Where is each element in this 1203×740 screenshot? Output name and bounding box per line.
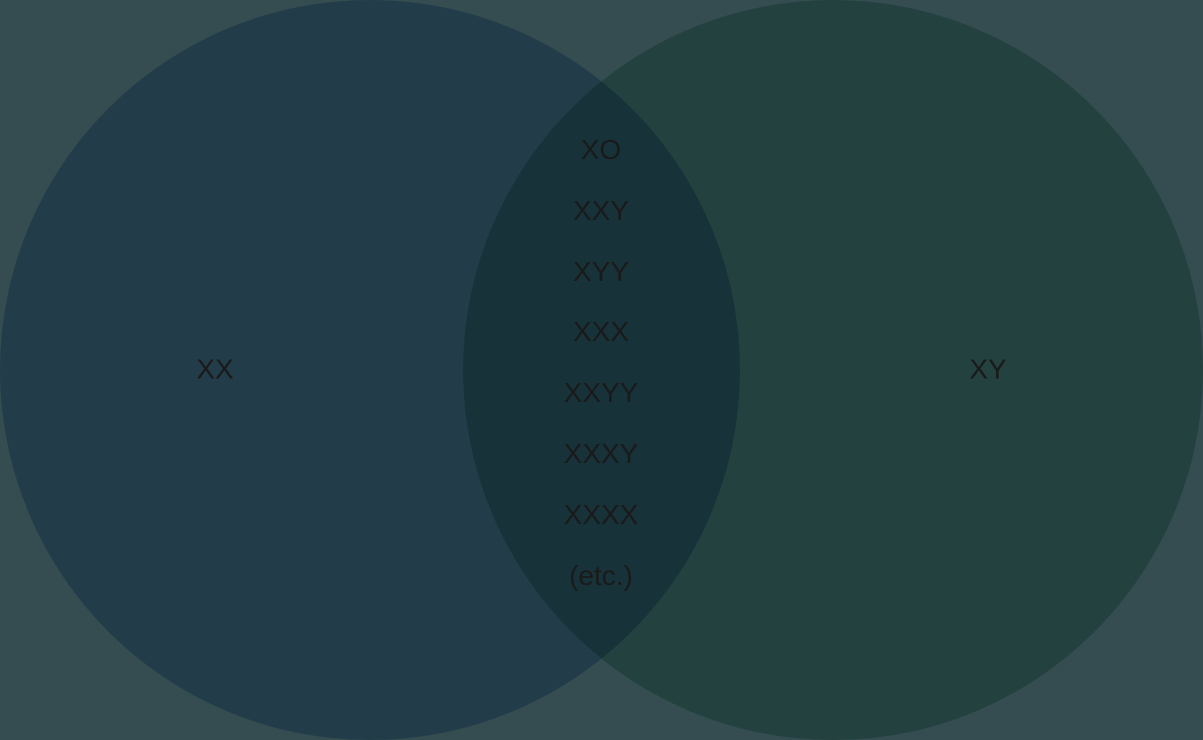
venn-center-item: XO	[564, 128, 639, 173]
venn-label-center: XO XXY XYY XXX XXYY XXXY XXXX (etc.)	[564, 128, 639, 598]
venn-center-item: XXY	[564, 189, 639, 234]
venn-label-left: XX	[196, 348, 233, 393]
venn-center-item: XYY	[564, 250, 639, 295]
venn-center-item: XXYY	[564, 371, 639, 416]
venn-center-item: XXXX	[564, 493, 639, 538]
venn-center-item: (etc.)	[564, 554, 639, 599]
venn-center-item: XXXY	[564, 432, 639, 477]
venn-label-right: XY	[969, 348, 1006, 393]
venn-diagram: XX XY XO XXY XYY XXX XXYY XXXY XXXX (etc.)	[0, 0, 1203, 739]
venn-center-item: XXX	[564, 310, 639, 355]
